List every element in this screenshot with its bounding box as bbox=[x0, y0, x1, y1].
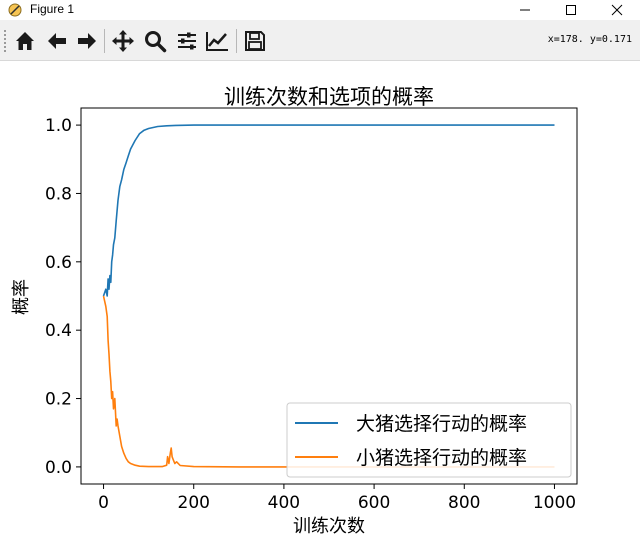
zoom-button[interactable] bbox=[142, 28, 168, 54]
home-icon bbox=[16, 32, 34, 50]
y-tick-label: 0.6 bbox=[45, 253, 72, 273]
x-tick-label: 800 bbox=[448, 493, 480, 513]
subplots-icon bbox=[178, 32, 196, 50]
figure-canvas[interactable]: 训练次数和选项的概率 0 200 400 600 800 1000 0.0 0.2 0.4 0.6… bbox=[0, 61, 640, 540]
edit-axis-button[interactable] bbox=[204, 28, 230, 54]
save-icon bbox=[245, 31, 265, 51]
back-button[interactable] bbox=[44, 28, 70, 54]
line-chart: 训练次数和选项的概率 0 200 400 600 800 1000 0.0 0.2 0.4 0.6… bbox=[11, 85, 578, 537]
close-icon bbox=[611, 4, 623, 16]
maximize-button[interactable] bbox=[548, 0, 594, 20]
toolbar-separator bbox=[236, 29, 237, 53]
minimize-button[interactable] bbox=[502, 0, 548, 20]
pan-icon bbox=[112, 30, 134, 52]
window-title: Figure 1 bbox=[30, 2, 75, 16]
series-lines bbox=[102, 124, 555, 468]
back-icon bbox=[48, 33, 66, 49]
y-tick-label: 0.0 bbox=[45, 458, 72, 478]
y-tick-label: 0.2 bbox=[45, 390, 72, 410]
app-icon bbox=[8, 3, 22, 17]
home-button[interactable] bbox=[12, 28, 38, 54]
legend-box bbox=[286, 402, 572, 478]
x-tick-label: 600 bbox=[358, 493, 390, 513]
y-tick-label: 0.4 bbox=[45, 321, 72, 341]
x-tick-label: 400 bbox=[268, 493, 300, 513]
pan-button[interactable] bbox=[110, 28, 136, 54]
y-tick-label: 0.8 bbox=[45, 184, 72, 204]
save-button[interactable] bbox=[242, 28, 268, 54]
navigation-toolbar: x=178. y=0.171 bbox=[0, 20, 640, 61]
window-titlebar: Figure 1 bbox=[0, 0, 640, 20]
chart-title: 训练次数和选项的概率 bbox=[224, 85, 434, 109]
maximize-icon bbox=[566, 5, 576, 15]
zoom-icon bbox=[145, 31, 167, 53]
toolbar-separator bbox=[104, 29, 105, 53]
close-button[interactable] bbox=[594, 0, 640, 20]
legend-label: 小猪选择行动的概率 bbox=[356, 447, 527, 469]
plot-frame bbox=[80, 107, 578, 485]
y-tick-label: 1.0 bbox=[45, 116, 72, 136]
forward-button[interactable] bbox=[74, 28, 100, 54]
x-tick-label: 1000 bbox=[533, 493, 576, 513]
legend-label: 大猪选择行动的概率 bbox=[356, 413, 527, 435]
series-line-1 bbox=[102, 295, 555, 468]
y-axis-label: 概率 bbox=[11, 279, 32, 315]
minimize-icon bbox=[520, 9, 530, 11]
subplots-button[interactable] bbox=[174, 28, 200, 54]
axes: 0 200 400 600 800 1000 0.0 0.2 0.4 0.6 0.8 1.0 bbox=[45, 116, 576, 513]
x-tick-label: 200 bbox=[178, 493, 210, 513]
x-axis-label: 训练次数 bbox=[293, 516, 365, 537]
series-line-0 bbox=[102, 124, 555, 297]
forward-icon bbox=[78, 33, 96, 49]
edit-axis-icon bbox=[206, 32, 228, 51]
cursor-coordinates: x=178. y=0.171 bbox=[547, 34, 632, 45]
toolbar-grip bbox=[4, 30, 10, 52]
x-tick-label: 0 bbox=[98, 493, 109, 513]
